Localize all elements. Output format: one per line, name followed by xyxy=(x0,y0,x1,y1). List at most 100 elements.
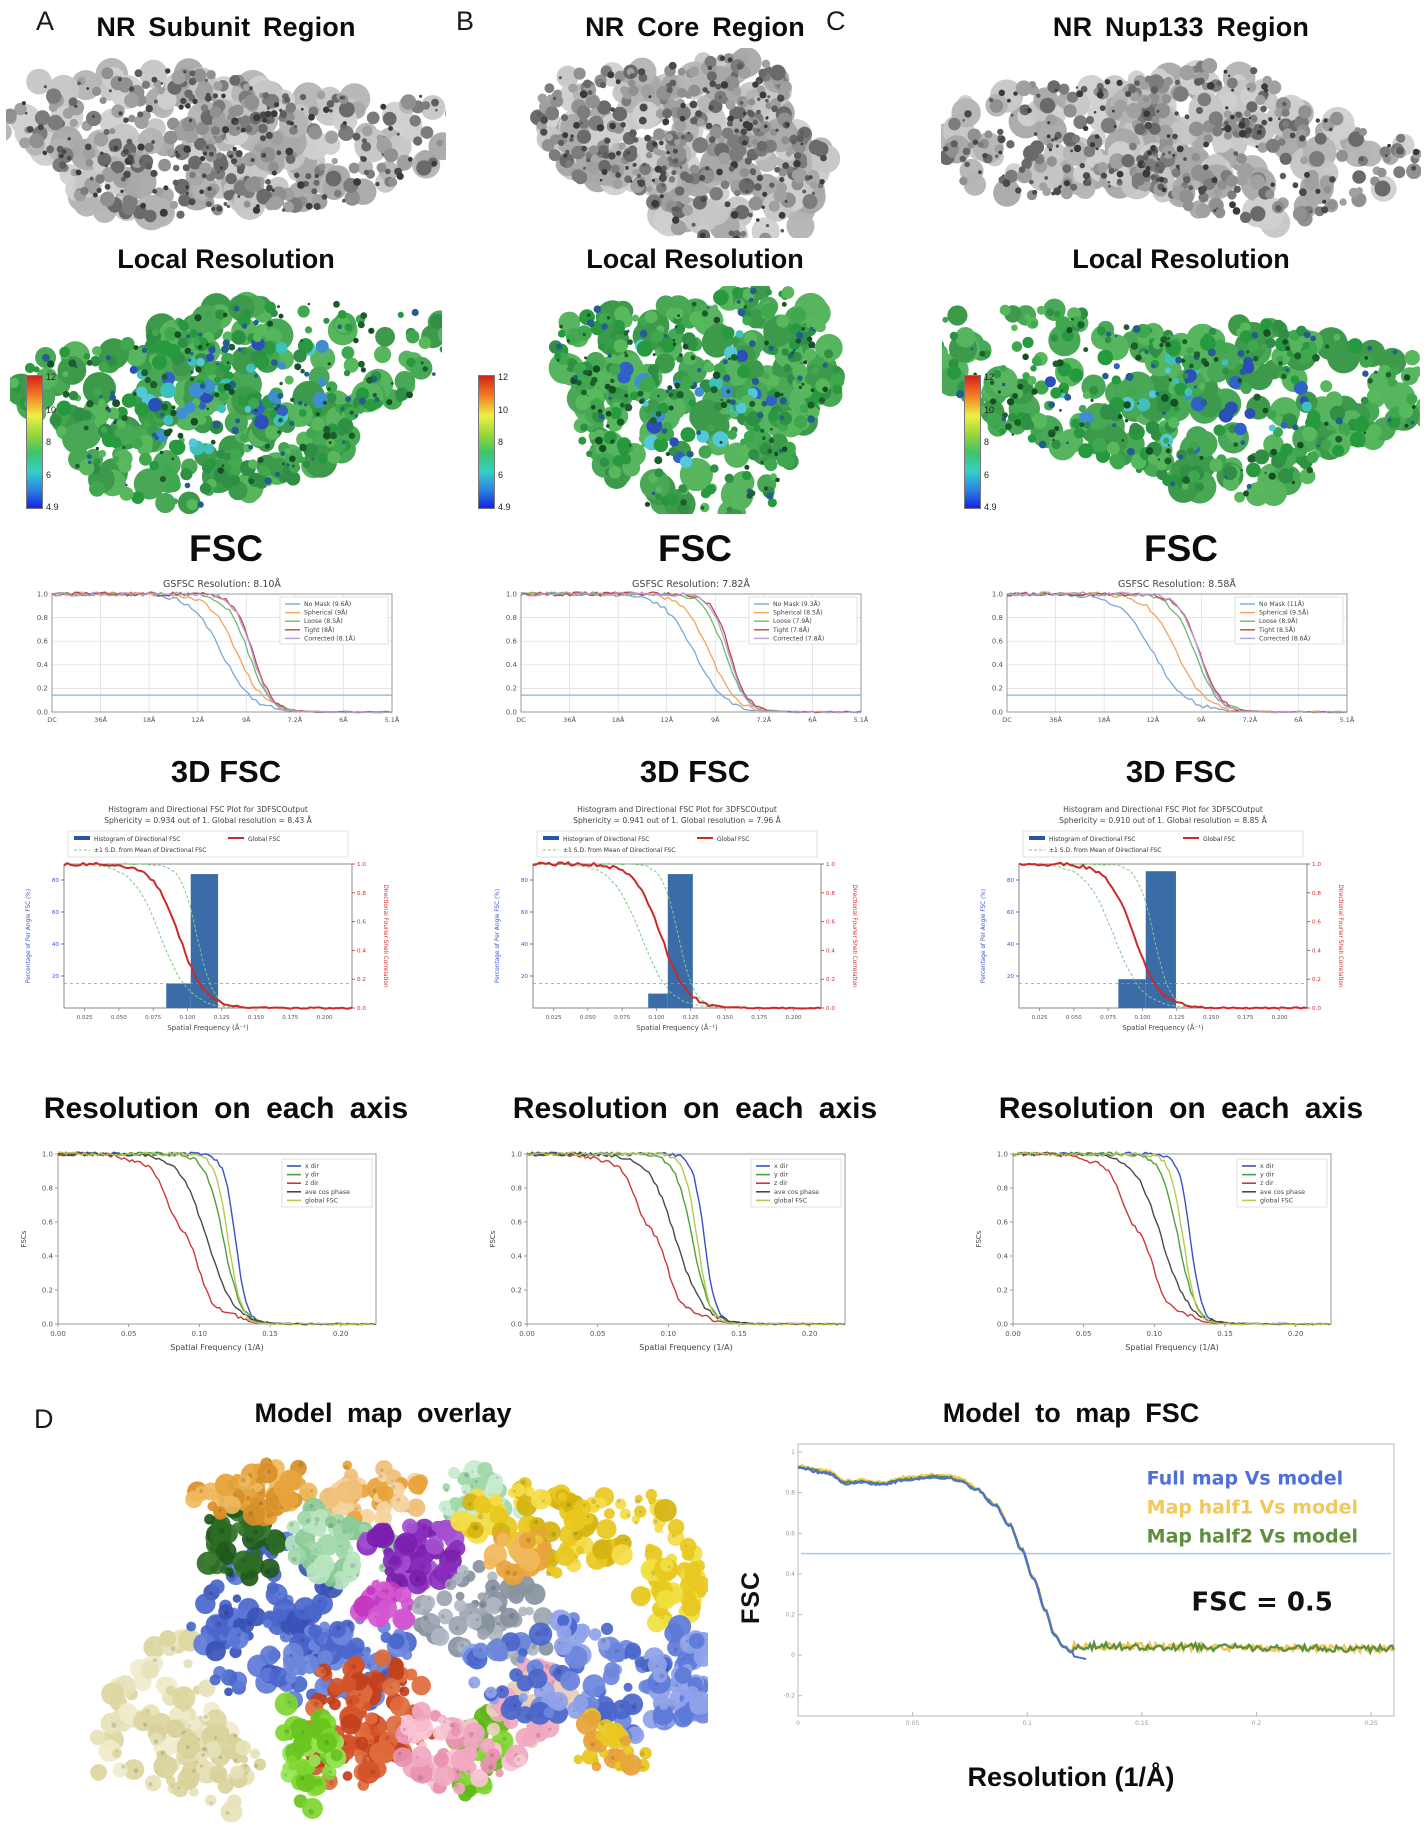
panel-d: Model map overlay Model to map FSC FSC 0… xyxy=(0,1390,1424,1838)
svg-text:Spatial Frequency (1/A): Spatial Frequency (1/A) xyxy=(1125,1343,1218,1352)
svg-text:9Å: 9Å xyxy=(1197,715,1206,724)
model-fsc-ylabel-wrap: FSC xyxy=(734,1447,768,1747)
svg-text:0.0: 0.0 xyxy=(37,708,48,716)
svg-text:80: 80 xyxy=(52,878,60,884)
svg-text:y dir: y dir xyxy=(774,1172,788,1179)
model-map-overlay-image xyxy=(58,1432,708,1822)
svg-text:0.05: 0.05 xyxy=(590,1330,606,1338)
svg-text:No Mask (9.3Å): No Mask (9.3Å) xyxy=(773,599,820,608)
local-resolution-title: Local Resolution xyxy=(1072,244,1290,274)
model-overlay-title: Model map overlay xyxy=(254,1398,512,1428)
colorbar-ticks: 12 10 8 6 4.9 xyxy=(495,372,511,512)
svg-text:0.2: 0.2 xyxy=(1312,977,1321,983)
colorbar-ticks: 12 10 8 6 4.9 xyxy=(43,372,59,512)
svg-text:0.8: 0.8 xyxy=(997,1184,1008,1192)
svg-text:6Å: 6Å xyxy=(1294,715,1303,724)
svg-text:0.125: 0.125 xyxy=(683,1015,699,1021)
svg-text:5.1Å: 5.1Å xyxy=(1340,715,1355,724)
fsc-section-title: FSC xyxy=(658,528,732,569)
svg-text:Percentage of Per Angle FSC (%: Percentage of Per Angle FSC (%) xyxy=(26,889,32,983)
resolution-colorbar: 12 10 8 6 4.9 xyxy=(478,372,511,512)
svg-text:1.0: 1.0 xyxy=(506,590,517,598)
local-resolution-title: Local Resolution xyxy=(586,244,804,274)
panel-letter-d: D xyxy=(34,1404,54,1434)
colorbar-tick: 10 xyxy=(46,404,57,415)
resolution-colorbar: 12 10 8 6 4.9 xyxy=(26,372,59,512)
svg-text:0.8: 0.8 xyxy=(826,891,835,897)
svg-text:0.050: 0.050 xyxy=(580,1015,596,1021)
svg-text:0.100: 0.100 xyxy=(179,1015,195,1021)
axis-section-title: Resolution on each axis xyxy=(512,1092,878,1125)
svg-text:0.4: 0.4 xyxy=(511,1252,523,1260)
svg-text:0.025: 0.025 xyxy=(1032,1015,1048,1021)
svg-text:0.175: 0.175 xyxy=(282,1015,298,1021)
colorbar-tick: 8 xyxy=(498,437,504,447)
region-title: NR Subunit Region xyxy=(96,12,356,42)
svg-text:0.025: 0.025 xyxy=(77,1015,93,1021)
svg-text:6Å: 6Å xyxy=(339,715,348,724)
colorbar-ticks: 12 10 8 6 4.9 xyxy=(981,372,997,512)
svg-text:FSCs: FSCs xyxy=(489,1230,497,1247)
svg-text:40: 40 xyxy=(1007,942,1015,948)
colorbar-tick: 4.9 xyxy=(46,502,59,512)
svg-text:0.2: 0.2 xyxy=(42,1286,53,1294)
density-map-image xyxy=(941,48,1421,238)
svg-text:0.0: 0.0 xyxy=(826,1006,835,1012)
svg-text:Global FSC: Global FSC xyxy=(717,836,749,843)
colorbar-gradient xyxy=(478,375,495,509)
svg-text:0.125: 0.125 xyxy=(214,1015,230,1021)
svg-text:0.100: 0.100 xyxy=(1134,1015,1150,1021)
fsc-section-title: FSC xyxy=(189,528,263,569)
svg-text:0.15: 0.15 xyxy=(262,1330,278,1338)
svg-text:0.05: 0.05 xyxy=(121,1330,137,1338)
svg-text:0.200: 0.200 xyxy=(1272,1015,1288,1021)
panel-letter-c: C xyxy=(826,6,846,36)
svg-text:1.0: 1.0 xyxy=(1312,862,1321,868)
svg-text:Corrected (7.8Å): Corrected (7.8Å) xyxy=(773,633,824,642)
svg-text:DC: DC xyxy=(47,716,57,724)
panel-b-column: NR Core Region Local Resolution 12 10 8 … xyxy=(452,0,938,1388)
svg-text:0.10: 0.10 xyxy=(1147,1330,1163,1338)
axis-fsc-chart: 1.0 0.8 0.6 0.4 0.2 0.0 0.00 0.05 0.10 0.15 0.20 x … xyxy=(475,1140,915,1388)
svg-text:0.2: 0.2 xyxy=(511,1286,522,1294)
svg-text:0.20: 0.20 xyxy=(1288,1330,1304,1338)
svg-text:Spherical (9.5Å): Spherical (9.5Å) xyxy=(1259,608,1309,617)
svg-text:0.00: 0.00 xyxy=(519,1330,535,1338)
svg-text:0.2: 0.2 xyxy=(997,1286,1008,1294)
svg-text:0.6: 0.6 xyxy=(826,920,835,926)
svg-text:0.0: 0.0 xyxy=(997,1320,1008,1328)
colorbar-tick: 6 xyxy=(984,469,990,480)
svg-text:0.0: 0.0 xyxy=(357,1006,366,1012)
svg-text:36Å: 36Å xyxy=(1049,715,1062,724)
svg-text:Spatial Frequency (1/A): Spatial Frequency (1/A) xyxy=(639,1343,732,1352)
svg-text:0.0: 0.0 xyxy=(42,1320,53,1328)
svg-text:1.0: 1.0 xyxy=(826,862,835,868)
model-overlay-block: Model map overlay xyxy=(0,1390,726,1838)
model-fsc-row: FSC 0 0.05 0.1 0.15 0.2 0.25 1 0.8 0.6 0.4 0.2 0 -0.… xyxy=(734,1432,1408,1762)
svg-text:1.0: 1.0 xyxy=(511,1150,522,1158)
svg-text:0.200: 0.200 xyxy=(786,1015,802,1021)
svg-text:12Å: 12Å xyxy=(191,715,204,724)
svg-text:global FSC: global FSC xyxy=(774,1197,808,1204)
colorbar-gradient xyxy=(26,375,43,509)
svg-text:Global FSC: Global FSC xyxy=(1203,836,1235,843)
svg-text:0.6: 0.6 xyxy=(992,638,1004,646)
model-fsc-chart: 0 0.05 0.1 0.15 0.2 0.25 1 0.8 0.6 0.4 0.2 0 -0.2 Ful… xyxy=(768,1432,1408,1762)
svg-text:0.150: 0.150 xyxy=(717,1015,733,1021)
svg-text:Tight (8Å): Tight (8Å) xyxy=(303,625,335,634)
svg-text:36Å: 36Å xyxy=(563,715,576,724)
svg-text:No Mask (9.6Å): No Mask (9.6Å) xyxy=(304,599,351,608)
svg-text:±1 S.D. from Mean of Direction: ±1 S.D. from Mean of Directional FSC xyxy=(1049,847,1161,854)
svg-text:0.6: 0.6 xyxy=(42,1218,54,1226)
svg-text:0.075: 0.075 xyxy=(1100,1015,1116,1021)
svg-text:9Å: 9Å xyxy=(242,715,251,724)
colorbar-tick: 12 xyxy=(498,372,509,382)
svg-text:x dir: x dir xyxy=(774,1163,788,1170)
svg-text:0.0: 0.0 xyxy=(511,1320,522,1328)
svg-text:x dir: x dir xyxy=(1260,1163,1274,1170)
svg-text:0.050: 0.050 xyxy=(1066,1015,1082,1021)
svg-text:0.15: 0.15 xyxy=(731,1330,747,1338)
colorbar-tick: 8 xyxy=(984,437,990,447)
panel-columns: NR Subunit Region Local Resolution 12 10… xyxy=(6,0,1421,1388)
density-map-image xyxy=(475,48,915,238)
